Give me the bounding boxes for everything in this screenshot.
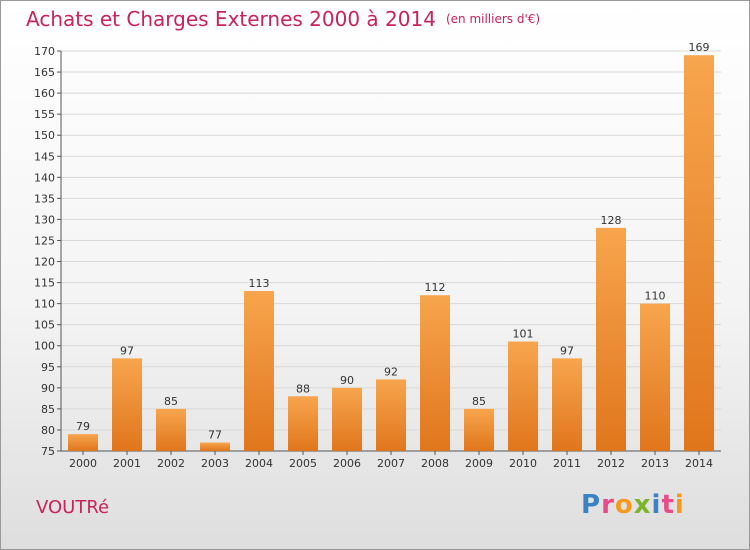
y-tick-label: 105	[34, 319, 55, 332]
data-label: 92	[384, 365, 398, 378]
y-tick-label: 160	[34, 87, 55, 100]
brand-letter: t	[661, 490, 675, 520]
y-tick-label: 80	[41, 424, 55, 437]
brand-letter: i	[674, 490, 685, 520]
data-label: 110	[645, 290, 666, 303]
bar	[156, 408, 186, 451]
bar	[552, 358, 582, 451]
x-tick-label: 2007	[377, 457, 405, 470]
y-tick-label: 130	[34, 213, 55, 226]
x-tick-label: 2013	[641, 457, 669, 470]
x-tick-label: 2012	[597, 457, 625, 470]
y-tick-label: 120	[34, 256, 55, 269]
commune-name: VOUTRé	[36, 497, 110, 518]
brand-letter: x	[633, 490, 652, 520]
y-tick-label: 170	[34, 45, 55, 58]
y-tick-label: 140	[34, 171, 55, 184]
x-tick-label: 2000	[69, 457, 97, 470]
data-label: 128	[601, 214, 622, 227]
bar	[112, 358, 142, 451]
bar	[684, 55, 714, 452]
x-tick-label: 2001	[113, 457, 141, 470]
bar	[244, 291, 274, 451]
data-label: 85	[164, 395, 178, 408]
y-tick-label: 150	[34, 129, 55, 142]
x-tick-label: 2014	[685, 457, 713, 470]
x-tick-label: 2002	[157, 457, 185, 470]
y-tick-label: 100	[34, 340, 55, 353]
title-text: Achats et Charges Externes 2000 à 2014	[26, 7, 436, 31]
data-label: 97	[120, 344, 134, 357]
x-tick-label: 2006	[333, 457, 361, 470]
data-label: 112	[425, 281, 446, 294]
bar	[508, 341, 538, 451]
data-label: 97	[560, 344, 574, 357]
y-tick-label: 155	[34, 108, 55, 121]
x-tick-label: 2008	[421, 457, 449, 470]
bar	[376, 379, 406, 451]
brand-letter: r	[601, 490, 615, 520]
bar	[596, 227, 626, 451]
y-tick-label: 85	[41, 403, 55, 416]
data-label: 88	[296, 382, 310, 395]
y-tick-label: 95	[41, 361, 55, 374]
brand-letter: o	[614, 490, 634, 520]
bar	[420, 295, 450, 451]
brand-letter: i	[651, 490, 662, 520]
bar	[288, 396, 318, 451]
data-label: 77	[208, 429, 222, 442]
y-tick-label: 135	[34, 192, 55, 205]
data-label: 113	[249, 277, 270, 290]
y-tick-label: 125	[34, 234, 55, 247]
x-tick-label: 2004	[245, 457, 273, 470]
x-tick-label: 2010	[509, 457, 537, 470]
bar	[200, 442, 230, 451]
brand-letter: P	[581, 490, 602, 520]
data-label: 85	[472, 395, 486, 408]
bar	[68, 434, 98, 451]
bar	[332, 387, 362, 451]
data-label: 169	[689, 41, 710, 54]
chart-title: Achats et Charges Externes 2000 à 2014 (e…	[26, 7, 540, 31]
y-tick-label: 145	[34, 150, 55, 163]
y-tick-label: 110	[34, 298, 55, 311]
data-label: 79	[76, 420, 90, 433]
data-label: 101	[513, 328, 534, 341]
data-label: 90	[340, 374, 354, 387]
y-tick-label: 75	[41, 445, 55, 458]
bar	[640, 303, 670, 451]
y-tick-label: 165	[34, 66, 55, 79]
x-tick-label: 2005	[289, 457, 317, 470]
unit-label: (en milliers d'€)	[445, 12, 541, 26]
x-tick-label: 2009	[465, 457, 493, 470]
y-tick-label: 90	[41, 382, 55, 395]
x-tick-label: 2011	[553, 457, 581, 470]
proxiti-logo: Proxiti	[581, 490, 685, 520]
x-tick-label: 2003	[201, 457, 229, 470]
bar	[464, 408, 494, 451]
y-tick-label: 115	[34, 277, 55, 290]
